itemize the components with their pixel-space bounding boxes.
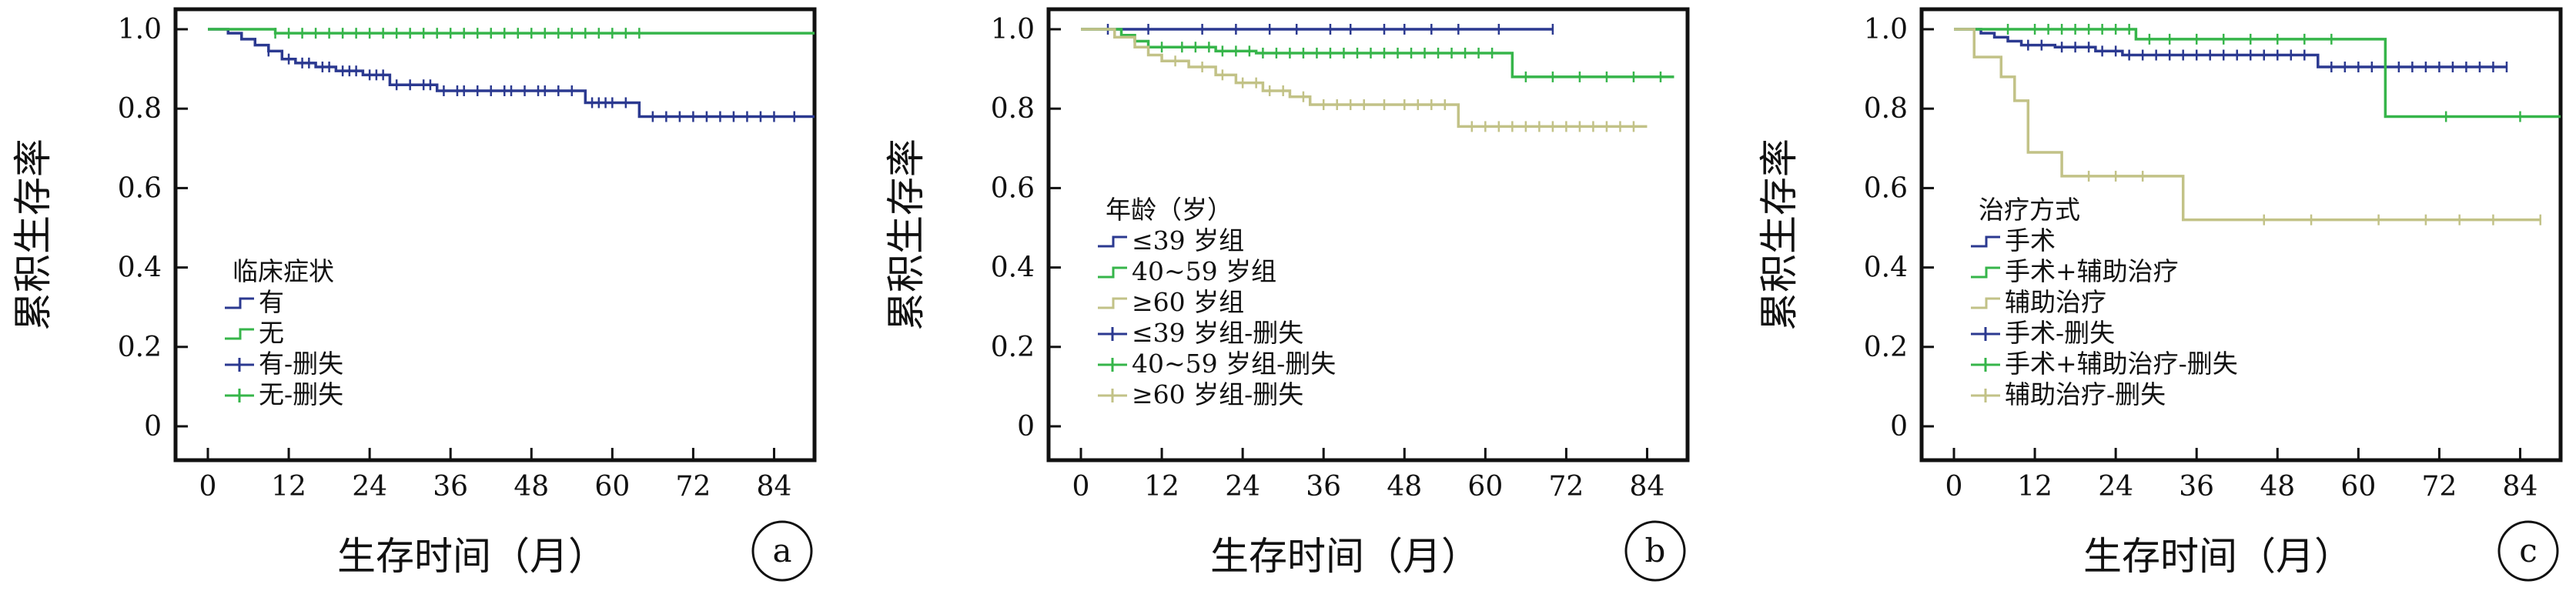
legend-swatch — [225, 328, 254, 340]
y-tick-label: 0 — [1890, 411, 1908, 442]
legend-swatch — [1971, 297, 2000, 309]
legend-label: 手术+辅助治疗-删失 — [2005, 349, 2238, 379]
x-tick-label: 36 — [2179, 471, 2214, 503]
x-tick-label: 72 — [2421, 471, 2457, 503]
legend-title: 临床症状 — [233, 256, 334, 286]
x-tick-label: 72 — [1548, 471, 1584, 503]
legend-swatch — [1971, 235, 2000, 248]
legend-label: ≤39 岁组-删失 — [1132, 318, 1303, 348]
y-tick-label: 0 — [1017, 411, 1035, 442]
y-tick-label: 0.4 — [118, 252, 162, 284]
legend-label: 40~59 岁组 — [1132, 256, 1276, 286]
x-tick-label: 12 — [1144, 471, 1179, 503]
y-tick-label: 0.8 — [1864, 93, 1908, 125]
legend-label: ≤39 岁组 — [1132, 225, 1244, 255]
survival-curve-1 — [1954, 28, 2507, 68]
y-axis-label: 累积生存率 — [884, 139, 928, 331]
legend-swatch — [225, 297, 254, 309]
survival-curve-2 — [208, 28, 815, 35]
x-tick-label: 12 — [2017, 471, 2052, 503]
legend-title: 年龄（岁） — [1106, 195, 1233, 225]
chart-panel-b: 0 0.2 0.4 0.6 0.8 1.0 0 12 24 36 48 60 72 84 生存时间（月） 累积… — [884, 7, 1690, 582]
chart-panel-a: 0 0.2 0.4 0.6 0.8 1.0 0 12 24 36 48 60 72 84 生存时间（月） 累积… — [11, 7, 817, 582]
y-tick-label: 0.6 — [118, 172, 162, 204]
x-tick-label: 48 — [2260, 471, 2295, 503]
x-axis-label: 生存时间（月） — [2083, 534, 2353, 579]
survival-curve-2 — [1081, 28, 1674, 78]
x-tick-label: 84 — [2503, 471, 2538, 503]
panel-label: a — [772, 532, 791, 569]
plot-frame — [1919, 7, 2563, 462]
chart-panel-c: 0 0.2 0.4 0.6 0.8 1.0 0 12 24 36 48 60 72 84 生存时间（月） 累积… — [1757, 7, 2563, 582]
x-tick-label: 60 — [2340, 471, 2376, 503]
legend-label: 手术+辅助治疗 — [2005, 256, 2179, 286]
y-tick-label: 1.0 — [991, 14, 1035, 45]
plot-frame — [1046, 7, 1690, 462]
legend-label: ≥60 岁组-删失 — [1132, 379, 1303, 409]
survival-curve-3 — [1954, 28, 2541, 222]
y-tick-label: 0.4 — [1864, 252, 1908, 284]
x-tick-label: 0 — [199, 471, 217, 503]
x-tick-label: 84 — [1630, 471, 1665, 503]
x-tick-label: 60 — [594, 471, 630, 503]
survival-curve-3 — [1081, 28, 1648, 129]
legend-swatch — [1098, 235, 1127, 248]
x-tick-label: 24 — [2098, 471, 2133, 503]
x-axis-label: 生存时间（月） — [337, 534, 607, 579]
legend-swatch — [1098, 297, 1127, 309]
x-tick-label: 84 — [757, 471, 792, 503]
x-tick-label: 12 — [271, 471, 306, 503]
x-tick-label: 36 — [433, 471, 468, 503]
panel-label-circle — [1624, 520, 1686, 582]
legend-label: 无-删失 — [259, 379, 343, 409]
survival-curve-2 — [1954, 28, 2561, 119]
y-axis-label: 累积生存率 — [1757, 139, 1802, 331]
x-tick-label: 48 — [1387, 471, 1422, 503]
survival-curve-1 — [208, 28, 815, 119]
x-tick-label: 24 — [1225, 471, 1260, 503]
legend-label: 辅助治疗 — [2005, 287, 2106, 317]
legend-title: 治疗方式 — [1979, 195, 2080, 225]
y-tick-label: 0.8 — [991, 93, 1035, 125]
plot-frame — [173, 7, 817, 462]
legend-label: 40~59 岁组-删失 — [1132, 349, 1336, 379]
y-tick-label: 0.6 — [1864, 172, 1908, 204]
y-tick-label: 0.6 — [991, 172, 1035, 204]
legend-label: 有 — [259, 287, 284, 317]
x-tick-label: 60 — [1467, 471, 1503, 503]
x-axis-label: 生存时间（月） — [1210, 534, 1480, 579]
panel-label: b — [1645, 532, 1666, 569]
y-tick-label: 0.2 — [991, 332, 1035, 363]
x-tick-label: 36 — [1306, 471, 1341, 503]
y-tick-label: 0.4 — [991, 252, 1035, 284]
x-tick-label: 0 — [1072, 471, 1090, 503]
panel-label-circle — [751, 520, 813, 582]
legend-label: 有-删失 — [259, 349, 343, 379]
legend-label: 无 — [259, 318, 284, 348]
y-tick-label: 0 — [144, 411, 162, 442]
y-tick-label: 1.0 — [1864, 14, 1908, 45]
legend-swatch — [1098, 266, 1127, 279]
panel-label-circle — [2497, 520, 2559, 582]
legend-swatch — [1971, 266, 2000, 279]
legend-label: 手术-删失 — [2005, 318, 2115, 348]
x-tick-label: 24 — [352, 471, 387, 503]
y-tick-label: 0.2 — [1864, 332, 1908, 363]
y-axis-label: 累积生存率 — [11, 139, 55, 331]
y-tick-label: 0.2 — [118, 332, 162, 363]
x-tick-label: 0 — [1945, 471, 1963, 503]
y-tick-label: 1.0 — [118, 14, 162, 45]
x-tick-label: 48 — [514, 471, 549, 503]
legend-label: 辅助治疗-删失 — [2005, 379, 2166, 409]
panel-label: c — [2519, 532, 2538, 569]
legend-label: ≥60 岁组 — [1132, 287, 1244, 317]
legend-label: 手术 — [2005, 225, 2056, 255]
x-tick-label: 72 — [675, 471, 711, 503]
y-tick-label: 0.8 — [118, 93, 162, 125]
